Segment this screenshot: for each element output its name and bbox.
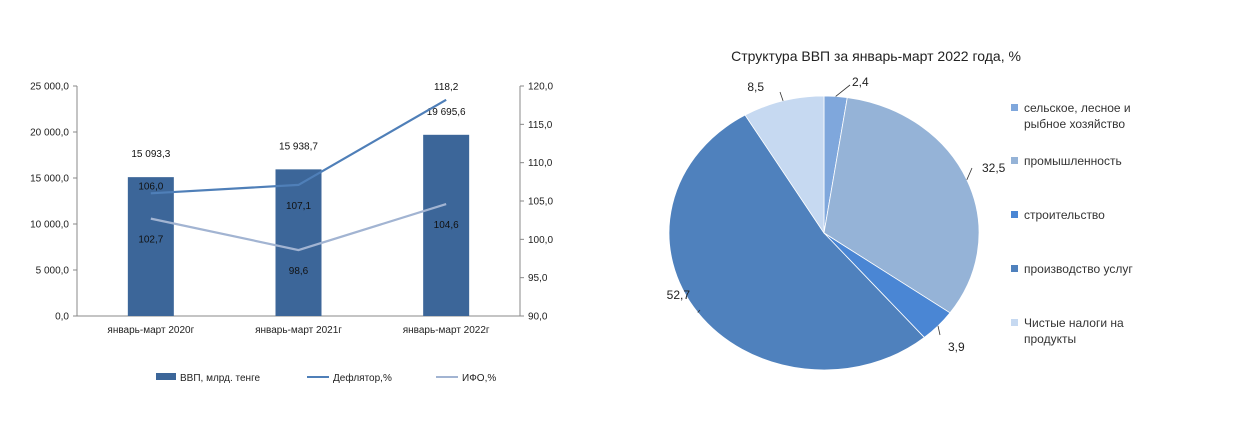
gdp-bar-label: 15 093,3	[131, 149, 170, 160]
deflator-point-label: 107,1	[286, 201, 311, 212]
pie-leader-line	[937, 325, 941, 336]
gdp-bar	[127, 177, 174, 316]
pie-legend-label: сельское, лесное и	[1024, 101, 1131, 115]
right-tick-label: 90,0	[528, 312, 548, 323]
pie-legend-label: продукты	[1024, 332, 1076, 346]
legend-gdp-swatch	[156, 373, 176, 380]
pie-title: Структура ВВП за январь-март 2022 года, …	[731, 48, 1021, 64]
left-tick-label: 15 000,0	[30, 174, 69, 185]
right-tick-label: 95,0	[528, 273, 548, 284]
ifo-point-label: 98,6	[289, 266, 309, 277]
right-tick-label: 100,0	[528, 235, 553, 246]
pie-value-label: 52,7	[667, 288, 691, 302]
gdp-bar	[275, 169, 322, 316]
pie-leader-line	[835, 84, 851, 97]
pie-legend-swatch	[1011, 319, 1018, 326]
pie-value-label: 3,9	[948, 340, 965, 354]
pie-legend-swatch	[1011, 211, 1018, 218]
pie-legend-swatch	[1011, 157, 1018, 164]
right-tick-label: 115,0	[528, 120, 553, 131]
legend-ifo-label: ИФО,%	[462, 373, 496, 384]
gdp-bar	[423, 134, 470, 316]
pie-leader-line	[779, 91, 784, 101]
pie-value-label: 8,5	[747, 80, 764, 94]
pie-legend-label: промышленность	[1024, 154, 1122, 168]
gdp-structure-pie-chart: Структура ВВП за январь-март 2022 года, …	[667, 48, 1133, 371]
left-tick-label: 20 000,0	[30, 128, 69, 139]
ifo-line	[150, 203, 447, 252]
pie-slice	[823, 97, 980, 314]
left-tick-label: 10 000,0	[30, 220, 69, 231]
pie-value-label: 2,4	[852, 75, 869, 89]
left-tick-label: 25 000,0	[30, 82, 69, 93]
pie-legend-label: рыбное хозяйство	[1024, 117, 1125, 131]
gdp-bar-label: 15 938,7	[279, 141, 318, 152]
left-tick-label: 0,0	[55, 312, 69, 323]
pie-legend-swatch	[1011, 265, 1018, 272]
x-tick-label: январь-март 2022г	[403, 325, 490, 336]
right-tick-label: 120,0	[528, 82, 553, 93]
deflator-line	[150, 98, 447, 195]
pie-leader-line	[966, 167, 973, 180]
right-tick-label: 105,0	[528, 197, 553, 208]
ifo-point-label: 104,6	[434, 220, 459, 231]
pie-value-label: 32,5	[982, 161, 1006, 175]
x-tick-label: январь-март 2020г	[107, 325, 194, 336]
pie-legend-label: строительство	[1024, 208, 1105, 222]
left-tick-label: 5 000,0	[36, 266, 70, 277]
pie-legend-label: производство услуг	[1024, 262, 1133, 276]
pie-legend-swatch	[1011, 104, 1018, 111]
gdp-bar-label: 19 695,6	[427, 107, 466, 118]
gdp-combo-chart: 0,0 5 000,0 10 000,0 15 000,0 20 000,0 25 000…	[30, 82, 553, 385]
right-tick-label: 110,0	[528, 158, 553, 169]
pie-legend-label: Чистые налоги на	[1024, 316, 1124, 330]
x-tick-label: январь-март 2021г	[255, 325, 342, 336]
legend-gdp-label: ВВП, млрд. тенге	[180, 373, 260, 384]
deflator-point-label: 106,0	[138, 181, 163, 192]
legend-deflator-label: Дефлятор,%	[333, 372, 392, 384]
ifo-point-label: 102,7	[138, 235, 163, 246]
deflator-point-label: 118,2	[434, 82, 459, 93]
pie-leader-line	[697, 309, 701, 313]
